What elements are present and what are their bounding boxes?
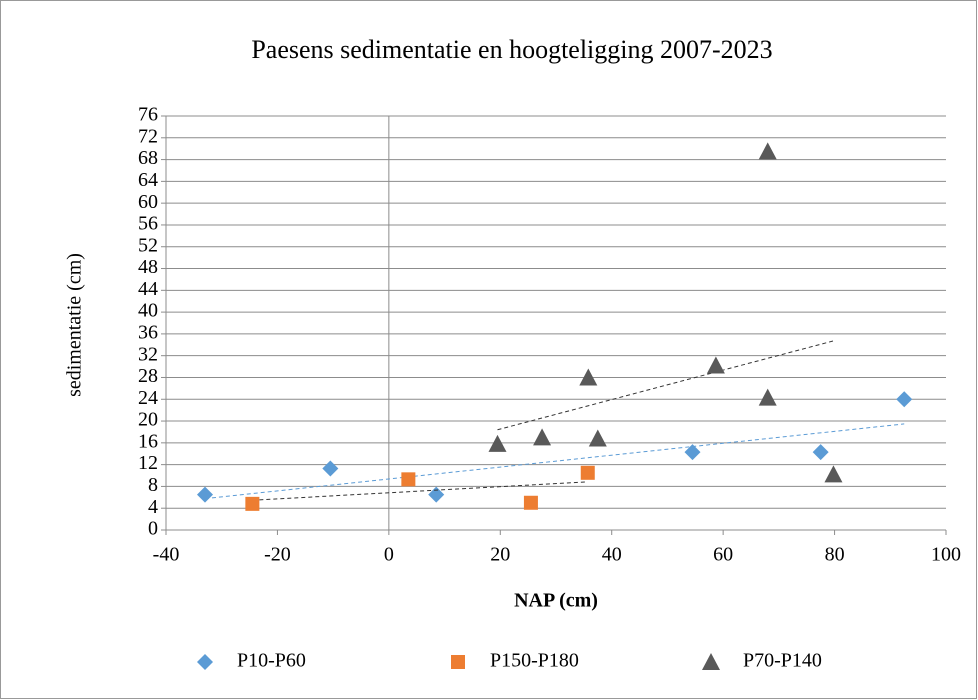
marker xyxy=(401,472,416,487)
legend-marker xyxy=(451,655,465,669)
marker xyxy=(523,495,538,510)
x-tick-label: 60 xyxy=(713,544,733,566)
marker xyxy=(579,368,598,386)
y-tick-label: 28 xyxy=(138,365,158,387)
y-tick-label: 56 xyxy=(138,213,158,235)
x-tick-label: 20 xyxy=(490,544,510,566)
y-tick-label: 32 xyxy=(138,343,158,365)
y-tick-label: 0 xyxy=(148,518,158,540)
y-tick-label: 48 xyxy=(138,256,158,278)
marker xyxy=(588,429,607,447)
y-tick-label: 64 xyxy=(138,169,158,191)
marker xyxy=(245,496,260,511)
y-tick-label: 24 xyxy=(138,387,158,409)
x-tick-label: 0 xyxy=(384,544,394,566)
x-axis-label: NAP (cm) xyxy=(514,590,598,612)
x-tick-label: -40 xyxy=(153,544,180,566)
y-tick-label: 8 xyxy=(148,474,158,496)
y-tick-label: 16 xyxy=(138,430,158,452)
y-tick-label: 12 xyxy=(138,452,158,474)
y-tick-label: 68 xyxy=(138,147,158,169)
y-tick-label: 40 xyxy=(138,300,158,322)
y-tick-label: 60 xyxy=(138,191,158,213)
x-tick-label: -20 xyxy=(264,544,291,566)
legend-label: P10-P60 xyxy=(237,650,306,672)
y-axis-label: sedimentatie (cm) xyxy=(64,253,86,397)
marker xyxy=(533,428,552,446)
marker xyxy=(197,486,213,503)
marker xyxy=(580,465,595,480)
marker xyxy=(812,444,829,461)
y-tick-label: 4 xyxy=(148,496,158,518)
legend-marker xyxy=(197,654,213,670)
marker xyxy=(824,465,843,483)
y-tick-label: 52 xyxy=(138,234,158,256)
legend-label: P150-P180 xyxy=(490,650,579,672)
chart-title: Paesens sedimentatie en hoogteligging 20… xyxy=(251,35,772,64)
y-tick-label: 76 xyxy=(138,104,158,126)
legend-marker xyxy=(702,653,720,670)
y-tick-label: 36 xyxy=(138,321,158,343)
x-tick-label: 40 xyxy=(602,544,622,566)
marker xyxy=(706,356,725,374)
legend-label: P70-P140 xyxy=(743,650,822,672)
marker xyxy=(758,388,777,406)
marker xyxy=(896,391,913,408)
marker xyxy=(428,486,445,503)
marker xyxy=(322,460,339,477)
marker xyxy=(758,142,777,160)
marker xyxy=(488,434,507,452)
trendline xyxy=(497,340,834,431)
y-tick-label: 44 xyxy=(138,278,158,300)
x-tick-label: 100 xyxy=(931,544,961,566)
x-tick-label: 80 xyxy=(825,544,845,566)
y-tick-label: 20 xyxy=(138,409,158,431)
trendline xyxy=(204,423,905,500)
marker xyxy=(684,444,701,461)
y-tick-label: 72 xyxy=(138,125,158,147)
